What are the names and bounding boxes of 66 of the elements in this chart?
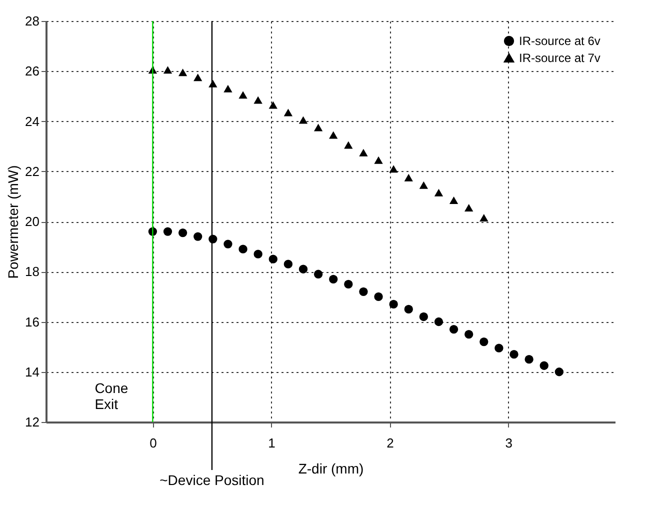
x-tick-label: 3 — [505, 436, 512, 450]
point — [178, 68, 188, 76]
point — [404, 304, 413, 314]
point — [374, 292, 383, 302]
point — [359, 287, 368, 296]
point — [284, 260, 293, 268]
point — [540, 361, 548, 370]
point — [254, 96, 262, 104]
point — [254, 250, 262, 258]
point — [449, 324, 458, 334]
point — [314, 270, 323, 278]
point — [464, 330, 474, 339]
point — [314, 124, 323, 132]
point — [419, 181, 428, 189]
y-tick-label: 28 — [25, 14, 40, 28]
point — [268, 254, 278, 264]
point — [163, 66, 172, 74]
point — [419, 312, 428, 322]
y-tick-label: 26 — [25, 64, 40, 79]
x-tick-label: 2 — [386, 436, 394, 450]
point — [178, 228, 188, 238]
y-tick-label: 20 — [25, 214, 40, 229]
y-tick-label: 14 — [25, 364, 40, 380]
point — [329, 274, 338, 284]
point — [238, 91, 248, 99]
x-tick-label: 0 — [150, 436, 157, 450]
point — [344, 280, 353, 288]
point — [268, 101, 278, 109]
point — [464, 204, 474, 212]
point — [434, 317, 444, 326]
point — [510, 350, 518, 359]
point — [238, 244, 248, 254]
point — [389, 300, 398, 309]
legend-label: IR-source at 6v — [519, 34, 600, 48]
x-tick-label: 1 — [268, 436, 276, 450]
y-tick-label: 22 — [25, 164, 40, 179]
point — [194, 232, 202, 241]
y-axis-title: Powermeter (mW) — [5, 165, 22, 279]
point — [329, 131, 338, 139]
point — [389, 165, 398, 173]
point — [374, 156, 383, 164]
point — [524, 355, 534, 364]
point — [434, 188, 444, 196]
y-tick-label: 12 — [25, 414, 40, 430]
point — [480, 214, 488, 222]
point — [298, 116, 308, 124]
y-tick-label: 24 — [25, 114, 40, 129]
point — [224, 240, 232, 248]
point — [298, 264, 308, 274]
point — [194, 74, 202, 82]
y-tick-label: 16 — [25, 314, 40, 330]
ref-line-label: ~Device Position — [160, 472, 264, 488]
point — [494, 344, 504, 352]
point — [449, 196, 458, 204]
legend-label: IR-source at 7v — [519, 51, 600, 65]
point — [359, 148, 368, 156]
point — [404, 174, 413, 182]
point — [480, 337, 488, 346]
x-axis-title: Z-dir (mm) — [298, 460, 364, 476]
point — [163, 227, 172, 236]
point — [224, 84, 232, 92]
point — [554, 368, 564, 376]
ref-line-label: Cone Exit — [94, 380, 128, 412]
point — [284, 108, 293, 116]
y-tick-label: 18 — [25, 264, 40, 280]
point — [344, 141, 353, 149]
